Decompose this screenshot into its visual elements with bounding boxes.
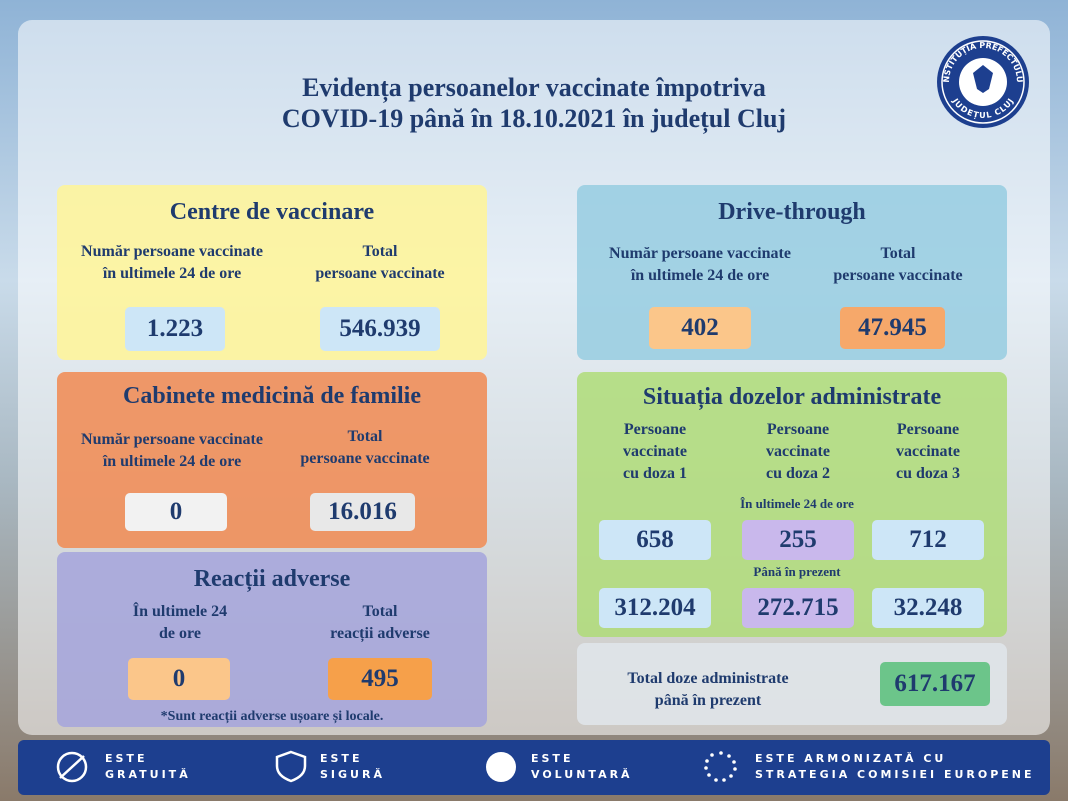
value-box: 712 (872, 520, 984, 560)
label-line: cu doza 1 (623, 465, 687, 482)
footer-text: ESTE VOLUNTARĂ (531, 751, 633, 783)
label-line: vaccinate (623, 443, 687, 460)
label: Număr persoane vaccinate în ultimele 24 d… (57, 241, 287, 285)
label: Total persoane vaccinate (290, 241, 470, 285)
label: Total persoane vaccinate (808, 243, 988, 287)
label-line: STRATEGIA COMISIEI EUROPENE (755, 768, 1035, 781)
logo: INSTITUȚIA PREFECTULUI JUDEȚUL CLUJ (936, 35, 1029, 128)
label-line: Persoane (896, 421, 960, 438)
label: În ultimele 24 de ore (80, 601, 280, 645)
value-box: 617.167 (880, 662, 990, 706)
label-line: GRATUITĂ (105, 768, 191, 781)
label-line: ESTE (531, 752, 574, 765)
label-line: cu doza 2 (766, 465, 830, 482)
label: Persoane vaccinate cu doza 2 (718, 419, 878, 485)
footer (18, 740, 1050, 795)
icon (486, 752, 516, 782)
panel-title: Centre de vaccinare (169, 199, 375, 225)
icon (704, 751, 737, 782)
value-box: 0 (125, 493, 227, 531)
label-line: de ore (159, 625, 201, 642)
value-box: 495 (328, 658, 432, 700)
label-line: Total (347, 428, 383, 445)
value-box: 272.715 (742, 588, 854, 628)
value-box: 0 (128, 658, 230, 700)
label: Număr persoane vaccinate în ultimele 24 d… (585, 243, 815, 287)
value-box: 47.945 (840, 307, 945, 349)
footer-text: ESTE ARMONIZATĂ CU STRATEGIA COMISIEI EUR… (755, 751, 1035, 783)
label-line: Total doze administrate (627, 670, 789, 687)
label-line: Total (362, 243, 398, 260)
label: Persoane vaccinate cu doza 1 (575, 419, 735, 485)
label-line: Număr persoane vaccinate (81, 431, 263, 448)
panel-title: Reacții adverse (193, 566, 351, 592)
label-line: vaccinate (766, 443, 830, 460)
icon (275, 750, 307, 783)
value-box: 16.016 (310, 493, 415, 531)
label-line: Total (362, 603, 398, 620)
footer-text: ESTE SIGURĂ (320, 751, 385, 783)
value-box: 32.248 (872, 588, 984, 628)
label-line: ESTE ARMONIZATĂ CU (755, 752, 947, 765)
panel-title: Situația dozelor administrate (642, 384, 942, 410)
label-line: în ultimele 24 de ore (102, 265, 242, 282)
label-line: cu doza 3 (896, 465, 960, 482)
panel-title: Drive-through (718, 199, 866, 225)
label-line: ESTE (105, 752, 148, 765)
label: În ultimele 24 de ore (740, 496, 854, 511)
label-line: Număr persoane vaccinate (609, 245, 791, 262)
label-line: Total (880, 245, 916, 262)
label-line: în ultimele 24 de ore (630, 267, 770, 284)
label-line: Persoane (623, 421, 687, 438)
value-box: 402 (649, 307, 751, 349)
footer-text: ESTE GRATUITĂ (105, 751, 191, 783)
label-line: persoane vaccinate (300, 450, 430, 467)
logo-ring (941, 40, 1025, 124)
label: Total persoane vaccinate (275, 426, 455, 470)
label-line: persoane vaccinate (315, 265, 445, 282)
logo-eagle (973, 65, 993, 93)
icon (56, 751, 88, 783)
label: Persoane vaccinate cu doza 3 (848, 419, 1008, 485)
value-box: 1.223 (125, 307, 225, 351)
label-line: Persoane (766, 421, 830, 438)
title-line: COVID-19 până în 18.10.2021 în județul C… (281, 104, 787, 133)
value-box: 312.204 (599, 588, 711, 628)
label-line: persoane vaccinate (833, 267, 963, 284)
value-box: 658 (599, 520, 711, 560)
label: Total doze administrate până în prezent (590, 668, 826, 712)
label-line: SIGURĂ (320, 768, 385, 781)
label: Total reacții adverse (290, 601, 470, 645)
label-line: vaccinate (896, 443, 960, 460)
panel-title: Cabinete medicină de familie (123, 383, 421, 409)
page-title: Evidența persoanelor vaccinate împotriva… (0, 72, 1068, 134)
value-box: 255 (742, 520, 854, 560)
label: Până în prezent (753, 564, 841, 579)
label-line: reacții adverse (330, 625, 430, 642)
label-line: VOLUNTARĂ (531, 768, 633, 781)
footer-icons (56, 750, 737, 783)
value-box: 546.939 (320, 307, 440, 351)
label-line: În ultimele 24 (132, 603, 228, 620)
label-line: ESTE (320, 752, 363, 765)
label: Număr persoane vaccinate în ultimele 24 d… (57, 429, 287, 473)
label-line: până în prezent (654, 692, 762, 709)
label-line: Număr persoane vaccinate (81, 243, 263, 260)
note: *Sunt reacții adverse ușoare și locale. (160, 709, 384, 724)
label-line: în ultimele 24 de ore (102, 453, 242, 470)
title-line: Evidența persoanelor vaccinate împotriva (302, 73, 766, 102)
